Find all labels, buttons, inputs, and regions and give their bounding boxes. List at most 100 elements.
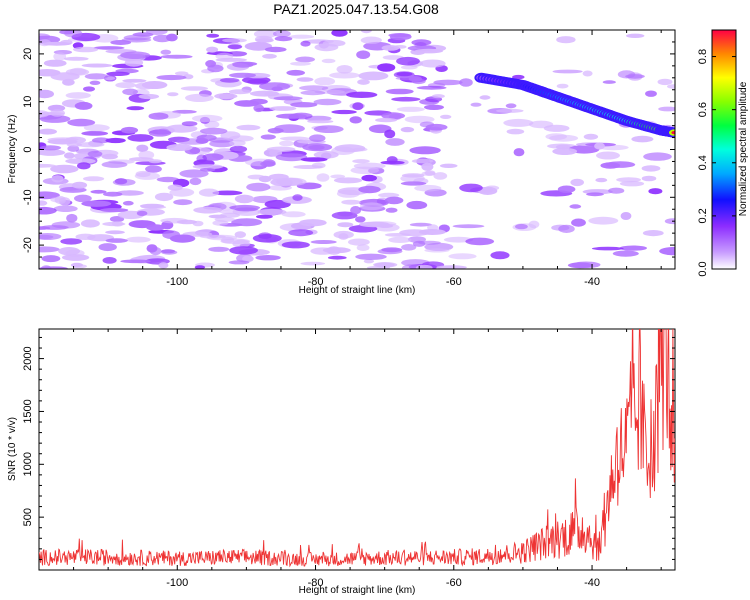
heatmap-cell [313,151,339,159]
heatmap-cell [161,250,178,255]
heatmap-cell [176,138,208,145]
heatmap-cell [333,177,363,184]
heatmap-cell [375,117,397,123]
heatmap-cell [309,134,326,142]
heatmap-cell [414,184,442,192]
heatmap-cell [222,38,247,43]
colorbar-ticks: 0.0 0.2 0.4 0.6 0.8 [697,49,736,277]
heatmap-cell [122,200,134,206]
heatmap-cell [452,224,485,229]
heatmap-cell [506,128,525,135]
heatmap-cell [280,136,310,141]
heatmap-cell [81,131,109,136]
heatmap-cell [136,210,148,216]
heatmap-cell [356,50,371,59]
heatmap-cell [396,72,413,77]
heatmap-cell [409,146,441,155]
heatmap-cell [247,78,269,85]
snr-x-tick-label: -100 [166,577,188,589]
heatmap-cell [219,77,240,83]
heatmap-cell [355,253,387,260]
heatmap-cell [232,239,250,248]
heatmap-cell [477,186,498,195]
heatmap-cell [363,259,375,264]
heatmap-cell [173,199,193,206]
heatmap-cell [288,229,314,237]
heatmap-cell [279,140,294,147]
heatmap-cell [327,255,347,260]
heatmap-cell [176,219,197,225]
heatmap-cell [388,236,412,243]
heatmap-cell [552,69,583,74]
heatmap-cell [641,175,657,182]
heatmap-cell [50,164,79,174]
heatmap-cell [583,133,599,140]
heatmap-cell [352,102,364,111]
heatmap-cell [208,246,230,252]
heatmap-cell [337,222,354,228]
heatmap-cell [334,144,366,153]
heatmap-cell [253,104,264,113]
heatmap-cell [66,213,78,223]
heatmap-cell [659,246,675,256]
heatmap-cell [102,257,117,264]
heatmap-cell [138,150,155,160]
heatmap-cell [290,102,318,108]
heatmap-cell [545,133,567,141]
heatmap-cell [642,230,664,237]
heatmap-cell [220,131,241,140]
heatmap-cell [470,102,482,107]
heatmap-cell [166,144,193,151]
heatmap-cell [157,128,170,135]
heatmap-cell [350,206,362,215]
heatmap-cell [179,169,209,178]
heatmap-cell [361,174,378,182]
heatmap-cell [384,196,404,205]
heatmap-cell [349,116,362,124]
heatmap-cell [192,220,204,227]
ridge-cell-core [671,131,675,135]
heatmap-y-tick-label: -20 [22,237,34,253]
heatmap-cell [64,30,83,38]
heatmap-cell [229,145,248,153]
heatmap-cell [322,39,346,47]
heatmap-cell [74,101,93,110]
heatmap-cell [181,121,198,127]
heatmap-cell [307,119,334,124]
heatmap-cell [39,89,54,99]
heatmap-cell [626,33,645,38]
heatmap-cell [71,181,88,189]
heatmap-cell [93,46,125,50]
heatmap-cell [316,173,330,182]
heatmap-cell [359,202,384,211]
heatmap-cell [424,248,450,253]
heatmap-cell [616,177,642,183]
heatmap-cell [331,211,358,220]
heatmap-cell [373,262,398,268]
heatmap-cell [591,246,624,251]
heatmap-cell [73,46,99,53]
heatmap-cell [411,158,434,164]
heatmap-cell [296,77,314,82]
heatmap-cell [40,225,69,230]
heatmap-cell [83,176,105,182]
heatmap-cell [273,96,303,101]
heatmap-cell [352,159,370,164]
heatmap-cell [259,82,291,91]
heatmap-cell [234,100,260,107]
heatmap-cell [377,63,396,72]
heatmap-cell [39,200,48,206]
heatmap-cell [146,30,168,35]
snr-x-axis-label: Height of straight line (km) [299,585,416,596]
heatmap-cell [300,157,328,162]
heatmap-cell [67,145,80,152]
heatmap-cell [199,167,216,172]
heatmap-cell [505,103,517,109]
heatmap-x-axis-label: Height of straight line (km) [299,285,416,296]
heatmap-cell [262,53,277,59]
heatmap-cell [300,40,311,47]
heatmap-cell [409,222,432,227]
heatmap-cell [112,178,136,186]
heatmap-cell [244,41,273,51]
snr-y-ticks: 500 1000 1500 2000 [22,336,675,560]
